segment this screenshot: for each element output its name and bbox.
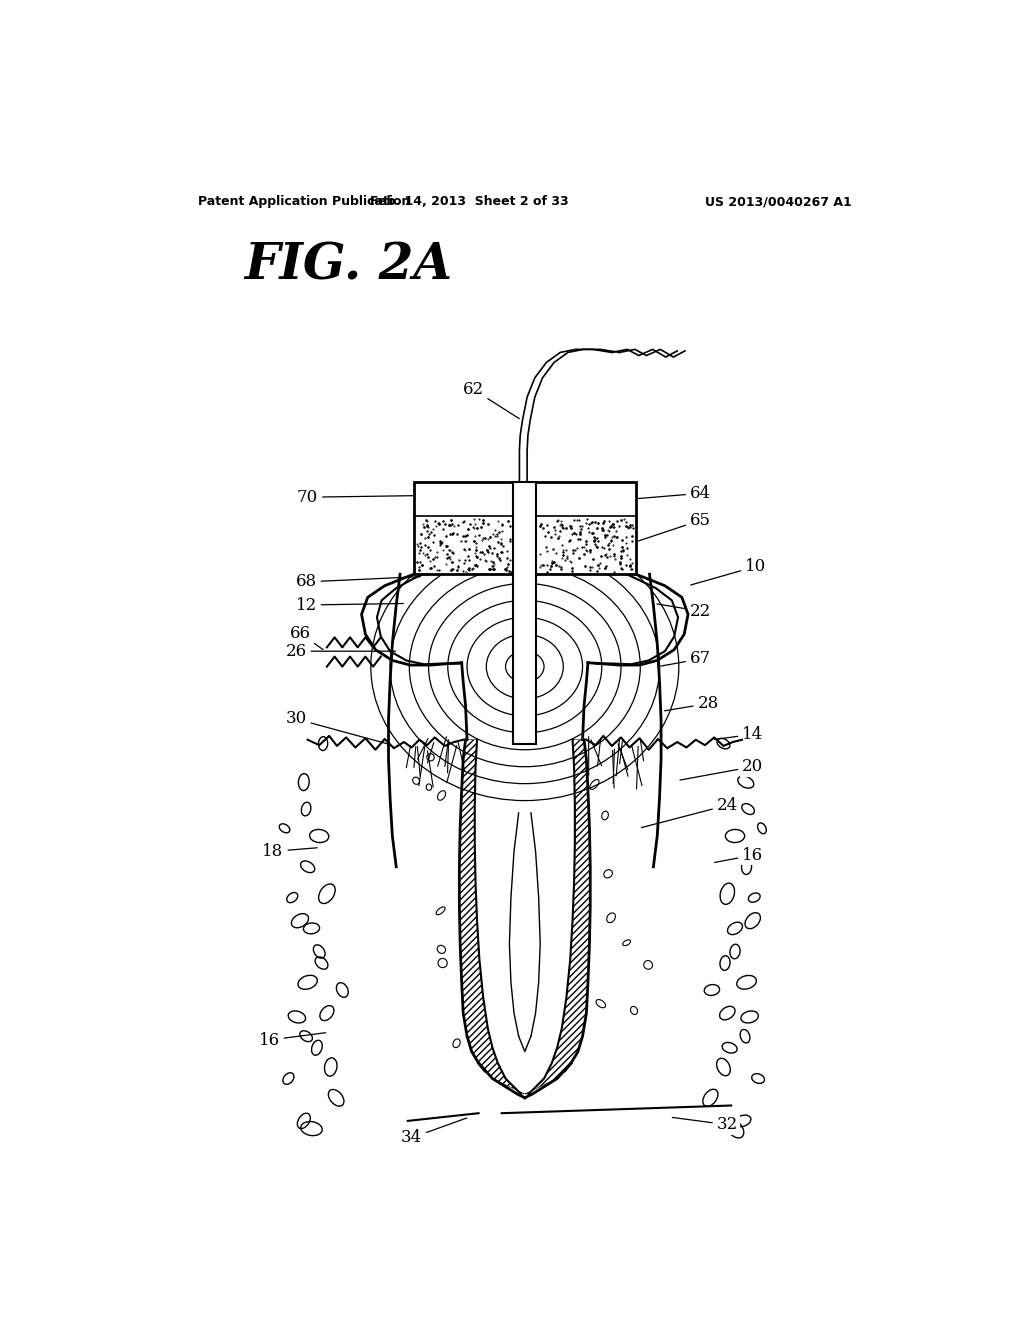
Text: 32: 32 bbox=[673, 1117, 738, 1134]
Text: 70: 70 bbox=[297, 488, 413, 506]
Text: 64: 64 bbox=[638, 484, 711, 502]
Text: 62: 62 bbox=[463, 381, 519, 418]
Text: 16: 16 bbox=[259, 1031, 326, 1048]
Text: 67: 67 bbox=[660, 651, 711, 668]
Text: 26: 26 bbox=[286, 643, 395, 660]
Text: FIG. 2A: FIG. 2A bbox=[245, 242, 453, 290]
Text: 14: 14 bbox=[715, 726, 763, 743]
Text: Patent Application Publication: Patent Application Publication bbox=[199, 195, 411, 209]
Text: 22: 22 bbox=[657, 603, 711, 619]
Text: 34: 34 bbox=[401, 1118, 467, 1146]
Text: 66: 66 bbox=[290, 624, 324, 649]
Text: 68: 68 bbox=[296, 573, 421, 590]
Text: 16: 16 bbox=[715, 846, 763, 863]
Text: 18: 18 bbox=[262, 843, 317, 859]
Bar bbox=[414, 482, 636, 574]
Text: 12: 12 bbox=[296, 597, 403, 614]
Text: 20: 20 bbox=[680, 758, 763, 780]
Text: Feb. 14, 2013  Sheet 2 of 33: Feb. 14, 2013 Sheet 2 of 33 bbox=[370, 195, 568, 209]
Text: 30: 30 bbox=[286, 710, 390, 744]
Bar bbox=[513, 482, 537, 743]
Text: US 2013/0040267 A1: US 2013/0040267 A1 bbox=[705, 195, 851, 209]
Text: 65: 65 bbox=[638, 512, 711, 541]
Text: 28: 28 bbox=[665, 696, 719, 711]
Text: 10: 10 bbox=[691, 558, 766, 585]
Text: 24: 24 bbox=[641, 797, 738, 828]
